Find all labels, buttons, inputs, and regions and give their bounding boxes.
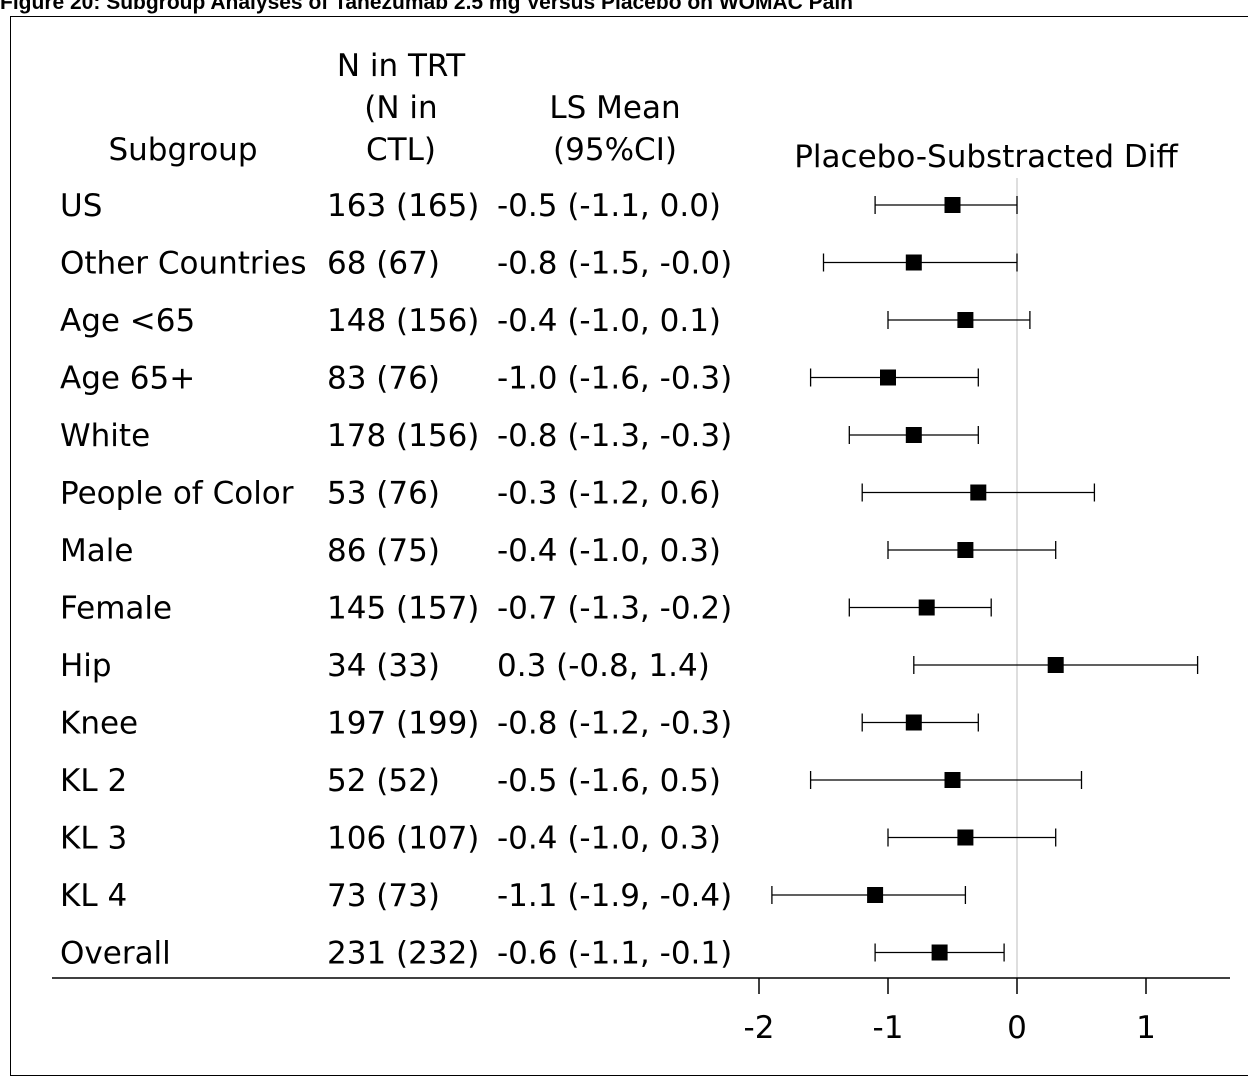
header-n-line-1: N in TRT [337, 48, 466, 84]
subgroup-label: White [60, 418, 150, 454]
forest-row: KL 2 52 (52) -0.5 (-1.6, 0.5) [60, 763, 1083, 799]
n-value: 145 (157) [327, 591, 479, 627]
subgroup-label: US [60, 188, 102, 224]
ls-mean-ci: -0.3 (-1.2, 0.6) [497, 476, 721, 512]
n-value: 83 (76) [327, 361, 440, 397]
subgroup-label: Knee [60, 706, 138, 742]
forest-row: Knee 197 (199) -0.8 (-1.2, -0.3) [60, 706, 979, 742]
header-ls-mean-line-2: (95%CI) [553, 132, 677, 168]
subgroup-label: Other Countries [60, 246, 307, 282]
subgroup-label: KL 2 [60, 763, 127, 799]
point-estimate [880, 369, 896, 386]
point-estimate [931, 944, 948, 961]
point-estimate [957, 542, 974, 558]
x-tick-label: 1 [1136, 1010, 1156, 1046]
point-estimate [905, 427, 922, 443]
header-ls-mean-line-1: LS Mean [549, 90, 680, 126]
forest-row: Age <65 148 (156) -0.4 (-1.0, 0.1) [60, 303, 1031, 339]
figure-title: Figure 20: Subgroup Analyses of Tanezuma… [0, 0, 854, 14]
n-value: 86 (75) [327, 533, 440, 569]
ls-mean-ci: 0.3 (-0.8, 1.4) [497, 648, 710, 684]
point-estimate [905, 254, 922, 271]
point-estimate [970, 484, 987, 501]
subgroup-label: Overall [60, 936, 171, 972]
forest-row: Male 86 (75) -0.4 (-1.0, 0.3) [60, 533, 1057, 569]
point-estimate [1047, 657, 1064, 673]
ls-mean-ci: -0.7 (-1.3, -0.2) [497, 591, 732, 627]
n-value: 73 (73) [327, 878, 440, 914]
point-estimate [918, 599, 935, 616]
forest-row: Overall 231 (232) -0.6 (-1.1, -0.1) [60, 936, 1005, 972]
x-tick-label: -2 [744, 1010, 775, 1046]
point-estimate [905, 714, 922, 731]
n-value: 178 (156) [327, 418, 479, 454]
ls-mean-ci: -1.0 (-1.6, -0.3) [497, 361, 732, 397]
n-value: 106 (107) [327, 821, 479, 857]
forest-row: US 163 (165) -0.5 (-1.1, 0.0) [60, 188, 1018, 224]
ls-mean-ci: -0.5 (-1.6, 0.5) [497, 763, 721, 799]
subgroup-label: KL 4 [60, 878, 127, 914]
ls-mean-ci: -0.8 (-1.3, -0.3) [497, 418, 732, 454]
point-estimate [957, 829, 974, 846]
x-tick-label: -1 [873, 1010, 904, 1046]
n-value: 163 (165) [327, 188, 479, 224]
n-value: 231 (232) [327, 936, 479, 972]
header-n-line-2: (N in [364, 90, 437, 126]
n-value: 197 (199) [327, 706, 479, 742]
chart-title: Placebo-Substracted Diff [794, 139, 1178, 175]
forest-row: Age 65+ 83 (76) -1.0 (-1.6, -0.3) [60, 361, 979, 397]
n-value: 53 (76) [327, 476, 440, 512]
n-value: 148 (156) [327, 303, 479, 339]
subgroup-label: KL 3 [60, 821, 127, 857]
forest-row: KL 4 73 (73) -1.1 (-1.9, -0.4) [60, 878, 967, 914]
header-n-line-3: CTL) [366, 132, 436, 168]
forest-row: White 178 (156) -0.8 (-1.3, -0.3) [60, 418, 979, 454]
point-estimate [957, 312, 974, 328]
n-value: 34 (33) [327, 648, 440, 684]
subgroup-label: People of Color [60, 476, 294, 512]
subgroup-label: Age 65+ [60, 361, 195, 397]
n-value: 52 (52) [327, 763, 440, 799]
point-estimate [867, 887, 884, 903]
header-subgroup: Subgroup [108, 132, 257, 168]
forest-row: Female 145 (157) -0.7 (-1.3, -0.2) [60, 591, 992, 627]
x-tick-label: 0 [1007, 1010, 1027, 1046]
forest-row: Hip 34 (33) 0.3 (-0.8, 1.4) [60, 648, 1199, 684]
point-estimate [944, 197, 961, 213]
ls-mean-ci: -0.4 (-1.0, 0.3) [497, 533, 721, 569]
n-value: 68 (67) [327, 246, 440, 282]
subgroup-label: Age <65 [60, 303, 195, 339]
ls-mean-ci: -0.5 (-1.1, 0.0) [497, 188, 721, 224]
ls-mean-ci: -0.6 (-1.1, -0.1) [497, 936, 732, 972]
forest-row: KL 3 106 (107) -0.4 (-1.0, 0.3) [60, 821, 1057, 857]
point-estimate [944, 772, 961, 788]
subgroup-label: Female [60, 591, 172, 627]
forest-row: People of Color 53 (76) -0.3 (-1.2, 0.6) [60, 476, 1096, 512]
forest-row: Other Countries 68 (67) -0.8 (-1.5, -0.0) [60, 246, 1018, 282]
ls-mean-ci: -1.1 (-1.9, -0.4) [497, 878, 732, 914]
ls-mean-ci: -0.8 (-1.2, -0.3) [497, 706, 732, 742]
ls-mean-ci: -0.8 (-1.5, -0.0) [497, 246, 732, 282]
ls-mean-ci: -0.4 (-1.0, 0.1) [497, 303, 721, 339]
subgroup-label: Hip [60, 648, 112, 684]
subgroup-label: Male [60, 533, 133, 569]
ls-mean-ci: -0.4 (-1.0, 0.3) [497, 821, 721, 857]
